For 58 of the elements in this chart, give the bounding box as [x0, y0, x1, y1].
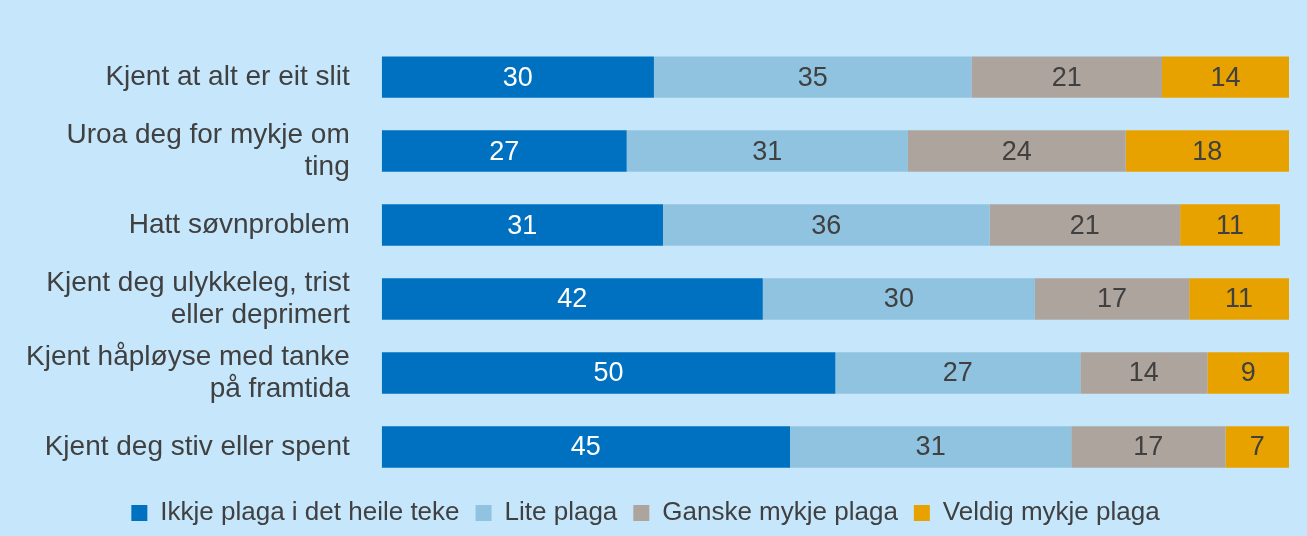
legend-label: Lite plaga — [504, 496, 618, 527]
data-label: 7 — [1249, 431, 1265, 462]
data-label: 31 — [915, 431, 946, 462]
y-tick-label: Kjent at alt er eit slit — [105, 59, 350, 91]
data-label: 27 — [489, 135, 520, 166]
data-label: 36 — [811, 209, 842, 240]
data-label: 17 — [1097, 283, 1128, 314]
data-label: 31 — [507, 209, 538, 240]
data-label: 18 — [1192, 135, 1223, 166]
data-label: 31 — [752, 135, 783, 166]
data-label: 35 — [797, 61, 828, 92]
legend-label: Ikkje plaga i det heile teke — [160, 496, 460, 527]
y-tick-label: Kjent deg stiv eller spent — [44, 429, 350, 461]
bar — [1180, 204, 1280, 246]
data-label: 45 — [570, 431, 601, 462]
bar — [790, 426, 1072, 468]
data-label: 24 — [1001, 135, 1032, 166]
data-label: 11 — [1225, 283, 1254, 314]
bar — [1125, 130, 1289, 172]
y-tick-label: Hatt søvnproblem — [128, 207, 350, 239]
data-label: 30 — [502, 61, 533, 92]
data-label: 17 — [1133, 431, 1164, 462]
data-label: 14 — [1128, 357, 1159, 388]
legend-label: Veldig mykje plaga — [942, 496, 1161, 527]
data-label: 14 — [1210, 61, 1241, 92]
bar — [381, 426, 791, 468]
y-tick-label: Kjent håpløyse med tanke på framtida — [25, 339, 351, 403]
bar — [662, 204, 990, 246]
bar — [1161, 56, 1289, 98]
data-label: 21 — [1051, 61, 1082, 92]
bar — [1207, 352, 1289, 394]
bar — [381, 278, 763, 320]
bar — [762, 278, 1035, 320]
y-tick-label: Uroa deg for mykje om ting — [66, 117, 350, 181]
data-label: 30 — [883, 283, 914, 314]
data-label: 9 — [1240, 357, 1256, 388]
bar — [1071, 426, 1226, 468]
bar — [626, 130, 908, 172]
bar — [989, 204, 1181, 246]
data-label: 21 — [1069, 209, 1100, 240]
bar — [835, 352, 1081, 394]
data-label: 27 — [942, 357, 973, 388]
bar — [971, 56, 1162, 98]
data-label: 11 — [1216, 209, 1245, 240]
bar — [1225, 426, 1289, 468]
data-label: 50 — [593, 357, 624, 388]
bar — [381, 56, 654, 98]
bar — [907, 130, 1126, 172]
data-label: 42 — [557, 283, 588, 314]
bar — [1080, 352, 1208, 394]
bar — [1034, 278, 1190, 320]
legend-label: Ganske mykje plaga — [662, 496, 899, 527]
bar — [653, 56, 972, 98]
bar — [381, 204, 663, 246]
bar — [1189, 278, 1289, 320]
bar — [381, 130, 627, 172]
y-tick-label: Kjent deg ulykkeleg, trist eller deprimert — [46, 265, 350, 329]
bar — [381, 352, 836, 394]
